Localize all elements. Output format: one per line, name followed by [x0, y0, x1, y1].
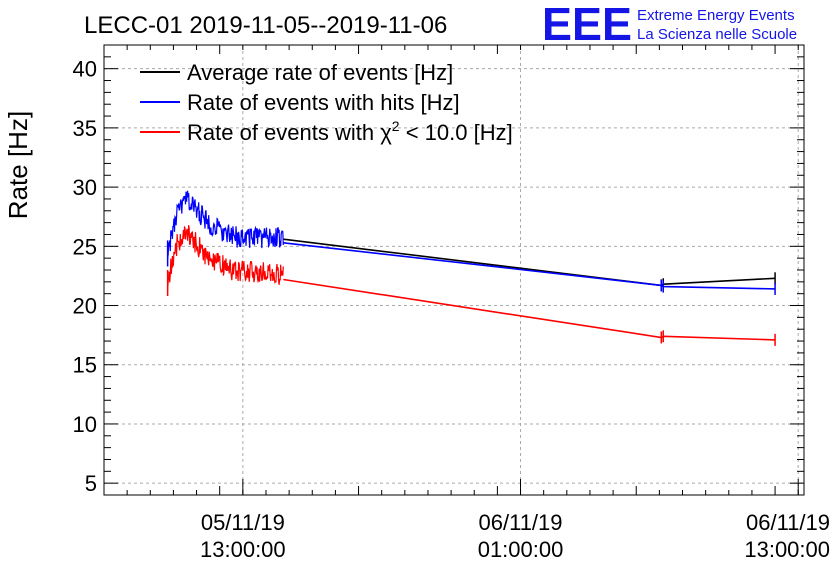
x-tick-label-time: 01:00:00	[478, 537, 564, 562]
legend-chi2-symbol: χ	[380, 120, 392, 145]
grid	[104, 45, 804, 495]
series	[166, 190, 776, 346]
y-tick-label: 40	[73, 57, 97, 82]
y-tick-label: 10	[73, 412, 97, 437]
logo-line1: Extreme Energy Events	[637, 7, 795, 24]
axes: 51015202530354005/11/1913:00:0006/11/190…	[73, 44, 830, 562]
legend: Average rate of events [Hz] Rate of even…	[140, 60, 513, 145]
chart-title: LECC-01 2019-11-05--2019-11-06	[84, 12, 447, 39]
y-tick-label: 25	[73, 234, 97, 259]
y-tick-label: 15	[73, 353, 97, 378]
series-noisy-trace	[167, 190, 284, 259]
legend-label-chi2: Rate of events with χ2 < 10.0 [Hz]	[187, 118, 513, 145]
logo-line2: La Scienza nelle Scuole	[637, 26, 797, 43]
series-2	[166, 225, 776, 346]
x-tick-label-date: 06/11/19	[746, 510, 830, 535]
y-tick-label: 35	[73, 116, 97, 141]
series-line	[283, 242, 776, 290]
series-line	[283, 278, 776, 341]
legend-label-average: Average rate of events [Hz]	[187, 60, 453, 85]
series-noisy-trace	[167, 225, 284, 290]
legend-chi2-superscript: 2	[392, 118, 400, 134]
y-axis-label: Rate [Hz]	[3, 111, 33, 219]
logo-letters: EEE	[542, 0, 632, 50]
y-tick-label: 5	[85, 471, 97, 496]
x-tick-label-date: 06/11/19	[479, 510, 563, 535]
series-0	[283, 238, 776, 292]
x-tick-label-time: 13:00:00	[200, 537, 286, 562]
legend-chi2-prefix: Rate of events with	[187, 120, 380, 145]
eee-logo: EEE Extreme Energy Events La Scienza nel…	[542, 0, 797, 50]
y-tick-label: 20	[73, 294, 97, 319]
legend-label-hits: Rate of events with hits [Hz]	[187, 90, 460, 115]
series-1	[166, 190, 776, 295]
x-tick-label-time: 13:00:00	[744, 537, 830, 562]
plot-frame	[103, 44, 805, 496]
x-tick-label-date: 05/11/19	[201, 510, 285, 535]
y-tick-label: 30	[73, 175, 97, 200]
series-line	[283, 238, 776, 287]
legend-chi2-suffix: < 10.0 [Hz]	[400, 120, 513, 145]
